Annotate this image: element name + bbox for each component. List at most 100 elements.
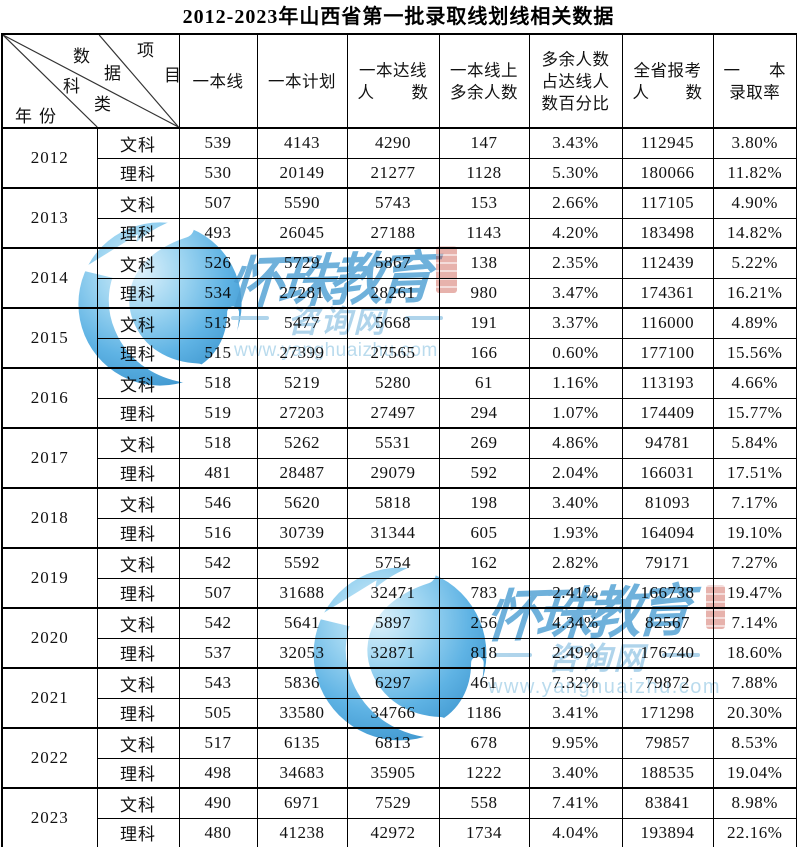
value-cell: 2.04% — [528, 457, 623, 489]
column-header-6: 一 本录取率 — [712, 33, 797, 129]
value-cell: 27281 — [256, 277, 348, 309]
value-cell: 27188 — [346, 217, 440, 249]
value-cell: 7.32% — [528, 667, 623, 699]
track-cell: 理科 — [96, 637, 180, 669]
table-row: 2020 文科 542 5641 5897 256 4.34% 82567 7.14% — [1, 607, 797, 669]
value-cell: 256 — [438, 607, 530, 639]
value-cell: 177100 — [621, 337, 714, 369]
table-row: 2012 文科 539 4143 4290 147 3.43% 112945 3.80% — [1, 127, 797, 189]
value-cell: 117105 — [621, 187, 714, 219]
value-cell: 519 — [178, 397, 258, 429]
value-cell: 21277 — [346, 157, 440, 189]
value-cell: 558 — [438, 787, 530, 819]
value-cell: 8.53% — [712, 727, 797, 759]
value-cell: 783 — [438, 577, 530, 609]
header-line: 录取率 — [729, 82, 781, 102]
year-cell: 2019 — [1, 547, 98, 609]
value-cell: 112945 — [621, 127, 714, 159]
year-cell: 2013 — [1, 187, 98, 249]
track-cell: 文科 — [96, 367, 180, 399]
table-row: 理科 498 34683 35905 1222 3.40% 188535 19.04% — [2, 757, 797, 789]
value-cell: 4.20% — [528, 217, 623, 249]
value-cell: 79857 — [621, 727, 714, 759]
value-cell: 82567 — [621, 607, 714, 639]
corner-diag-char: 类 — [94, 95, 111, 114]
value-cell: 28487 — [256, 457, 348, 489]
table-row: 2023 文科 490 6971 7529 558 7.41% 83841 8.98% — [1, 787, 797, 847]
track-cell: 文科 — [96, 787, 180, 819]
value-cell: 15.77% — [712, 397, 797, 429]
track-cell: 文科 — [96, 187, 180, 219]
value-cell: 526 — [178, 247, 258, 279]
value-cell: 83841 — [621, 787, 714, 819]
corner-diag-char: 科 — [63, 77, 80, 96]
table-row: 2018 文科 546 5620 5818 198 3.40% 81093 7.17% — [1, 487, 797, 549]
value-cell: 3.41% — [528, 697, 623, 729]
value-cell: 6813 — [346, 727, 440, 759]
value-cell: 7.14% — [712, 607, 797, 639]
value-cell: 35905 — [346, 757, 440, 789]
value-cell: 480 — [178, 817, 258, 847]
value-cell: 32053 — [256, 637, 348, 669]
year-cell: 2014 — [1, 247, 98, 309]
track-cell: 理科 — [96, 577, 180, 609]
table-row: 理科 515 27399 27565 166 0.60% 177100 15.56% — [2, 337, 797, 369]
track-cell: 理科 — [96, 457, 180, 489]
value-cell: 27203 — [256, 397, 348, 429]
value-cell: 30739 — [256, 517, 348, 549]
value-cell: 1.07% — [528, 397, 623, 429]
header-line: 一本达线 — [359, 60, 427, 80]
value-cell: 174361 — [621, 277, 714, 309]
value-cell: 3.37% — [528, 307, 623, 339]
value-cell: 16.21% — [712, 277, 797, 309]
value-cell: 162 — [438, 547, 530, 579]
year-cell: 2018 — [1, 487, 98, 549]
value-cell: 4.90% — [712, 187, 797, 219]
value-cell: 31344 — [346, 517, 440, 549]
value-cell: 4143 — [256, 127, 348, 159]
value-cell: 5836 — [256, 667, 348, 699]
track-cell: 理科 — [96, 157, 180, 189]
track-cell: 理科 — [96, 337, 180, 369]
table-row: 理科 530 20149 21277 1128 5.30% 180066 11.82% — [2, 157, 797, 189]
value-cell: 32871 — [346, 637, 440, 669]
column-header-3: 一本线上 多余人数 — [438, 33, 530, 129]
value-cell: 5641 — [256, 607, 348, 639]
value-cell: 29079 — [346, 457, 440, 489]
value-cell: 116000 — [621, 307, 714, 339]
year-cell: 2012 — [1, 127, 98, 189]
value-cell: 191 — [438, 307, 530, 339]
track-cell: 理科 — [96, 397, 180, 429]
value-cell: 515 — [178, 337, 258, 369]
value-cell: 34766 — [346, 697, 440, 729]
table-row: 2017 文科 518 5262 5531 269 4.86% 94781 5.84% — [1, 427, 797, 489]
value-cell: 193894 — [621, 817, 714, 847]
value-cell: 5262 — [256, 427, 348, 459]
track-cell: 文科 — [96, 727, 180, 759]
value-cell: 5743 — [346, 187, 440, 219]
value-cell: 17.51% — [712, 457, 797, 489]
track-cell: 理科 — [96, 217, 180, 249]
value-cell: 19.10% — [712, 517, 797, 549]
value-cell: 81093 — [621, 487, 714, 519]
value-cell: 20.30% — [712, 697, 797, 729]
data-table: 年份 数据项目科类 一本线一本计划一本达线人数一本线上多余人数多余人数占达线人数… — [1, 33, 797, 847]
value-cell: 3.40% — [528, 487, 623, 519]
value-cell: 505 — [178, 697, 258, 729]
table-row: 2013 文科 507 5590 5743 153 2.66% 117105 4.90% — [1, 187, 797, 249]
value-cell: 174409 — [621, 397, 714, 429]
header-line: 一本线 — [192, 71, 244, 91]
header-line: 一本计划 — [268, 71, 336, 91]
value-cell: 171298 — [621, 697, 714, 729]
value-cell: 113193 — [621, 367, 714, 399]
table-row: 2021 文科 543 5836 6297 461 7.32% 79872 7.88% — [1, 667, 797, 729]
value-cell: 539 — [178, 127, 258, 159]
corner-diag-char: 据 — [104, 64, 121, 83]
table-row: 理科 516 30739 31344 605 1.93% 164094 19.10% — [2, 517, 797, 549]
value-cell: 3.43% — [528, 127, 623, 159]
value-cell: 15.56% — [712, 337, 797, 369]
value-cell: 5592 — [256, 547, 348, 579]
value-cell: 4290 — [346, 127, 440, 159]
value-cell: 546 — [178, 487, 258, 519]
